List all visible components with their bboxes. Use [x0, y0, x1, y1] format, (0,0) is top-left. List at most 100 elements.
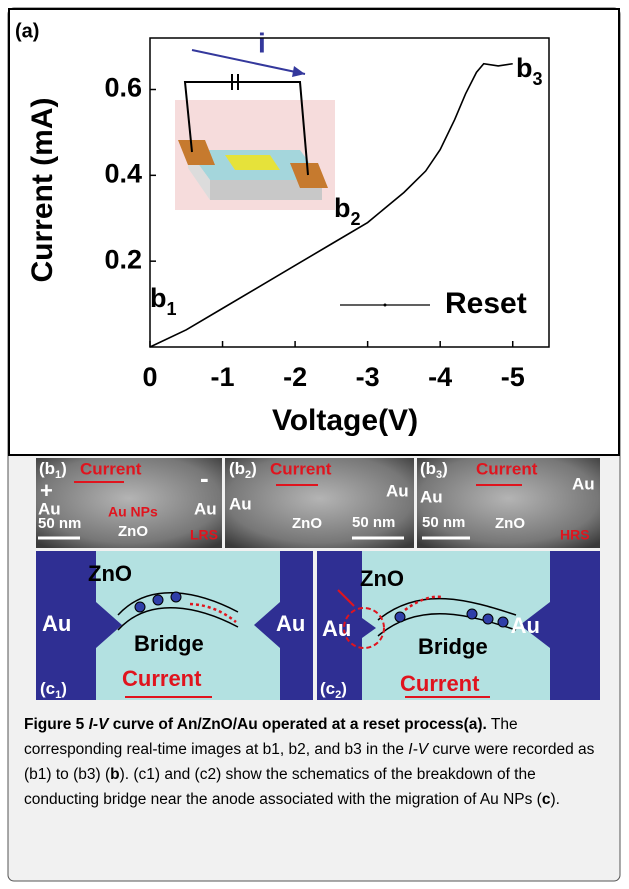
wire — [183, 81, 309, 176]
current-arrow — [191, 49, 306, 75]
schematic-text: Bridge — [418, 634, 488, 659]
tem-text: 50 nm — [422, 514, 465, 531]
tem-text: 50 nm — [352, 514, 395, 531]
plot: 0.2 0.4 0.6 0 -1 -2 -3 -4 -5 Reset — [104, 37, 550, 392]
tem-text: - — [200, 463, 209, 493]
schematic-text: Current — [400, 671, 480, 696]
tem-text: Au — [572, 474, 595, 493]
label-sub: 1 — [55, 469, 61, 481]
tem-image — [225, 458, 414, 548]
caption-text: Figure 5 — [24, 716, 89, 733]
tem-image — [36, 458, 222, 548]
tem-text: + — [40, 478, 53, 503]
arrow-head — [292, 66, 305, 77]
inset: i — [175, 27, 335, 210]
x-tick-label: -4 — [428, 362, 452, 392]
caption-text: I-V — [408, 741, 429, 758]
tem-text: Current — [80, 459, 142, 478]
label-sub: 2 — [335, 689, 341, 701]
caption-text: curve of An/ZnO/Au operated at a reset p… — [108, 716, 464, 733]
schematic-text: ZnO — [360, 566, 404, 591]
schematic-text: ZnO — [88, 561, 132, 586]
annotation-sub: 2 — [351, 209, 361, 229]
tem-text: Au — [420, 487, 443, 506]
schematic-text: Current — [122, 666, 202, 691]
series-line — [149, 62, 513, 348]
caption-text: I-V — [88, 716, 109, 733]
label: (c — [40, 679, 55, 698]
annotation-text: b — [334, 193, 351, 223]
x-tick-label: -2 — [283, 362, 307, 392]
label-tail: ) — [341, 679, 347, 698]
schematic-text: Au — [42, 611, 71, 636]
schematic: ZnO Au Au Bridge Current (c1) — [36, 551, 313, 701]
tem-panel: (b1) Current + - Au Au Au NPs ZnO 50 nm … — [36, 458, 222, 548]
np — [394, 611, 406, 623]
caption-text: The corresponding real-time images at b1… — [24, 716, 518, 758]
inset-label: i — [258, 27, 266, 58]
panel-label: (b3) — [420, 459, 448, 480]
np — [482, 613, 494, 625]
panel-label: (c2) — [320, 679, 347, 700]
migration-arrow — [189, 602, 237, 623]
electrode — [36, 551, 122, 700]
caption-text: c — [541, 791, 551, 808]
label-sub: 1 — [55, 689, 61, 701]
schematic-text: Au — [276, 611, 305, 636]
chart-panel — [8, 8, 620, 456]
annotation: b3 — [516, 53, 543, 89]
caption-text: ). — [550, 791, 560, 808]
gold-strip — [225, 155, 280, 170]
annotation: b2 — [334, 193, 361, 229]
legend-marker — [383, 303, 387, 307]
tem-panel: (b2) Current Au Au ZnO 50 nm — [225, 458, 414, 548]
tem-text: ZnO — [292, 515, 322, 532]
electrode — [178, 140, 215, 165]
highlight — [343, 607, 385, 649]
bridge-line — [117, 607, 239, 631]
y-tick-label: 0.6 — [104, 73, 142, 103]
label-sub: 3 — [436, 469, 442, 481]
legend-label: Reset — [445, 287, 527, 320]
arrow — [337, 589, 355, 607]
electrode — [290, 163, 328, 188]
electrode — [317, 551, 376, 700]
tem-text: HRS — [560, 527, 590, 543]
tem-panel: (b3) Current Au Au 50 nm ZnO HRS — [417, 458, 600, 548]
tem-text: Au — [194, 499, 217, 518]
tem-text: Au — [229, 494, 252, 513]
x-tick-label: -3 — [356, 362, 380, 392]
label-tail: ) — [251, 459, 257, 478]
label: (b — [39, 459, 55, 478]
label-tail: ) — [61, 459, 67, 478]
schematic-text: Au — [322, 616, 351, 641]
annotation-text: b — [150, 283, 167, 313]
tem-text: LRS — [190, 527, 218, 543]
np — [152, 594, 164, 606]
bridge-line — [377, 597, 517, 621]
electrode — [254, 551, 313, 700]
schematic-text: Bridge — [134, 631, 204, 656]
tem-image — [417, 458, 600, 548]
tem-text: Au NPs — [108, 504, 158, 520]
annotation-sub: 3 — [533, 69, 543, 89]
caption-text: (a). — [463, 716, 487, 733]
caption-text: b — [110, 766, 120, 783]
x-tick-label: 0 — [142, 362, 157, 392]
y-tick-label: 0.2 — [104, 244, 142, 274]
label-tail: ) — [442, 459, 448, 478]
panel-label: (a) — [15, 20, 39, 42]
label: (c — [320, 679, 335, 698]
np — [497, 616, 509, 628]
panel-label: (b1) — [39, 459, 67, 480]
np — [170, 591, 182, 603]
y-tick-label: 0.4 — [104, 158, 142, 188]
tem-text: ZnO — [495, 515, 525, 532]
x-axis-label: Voltage(V) — [272, 404, 418, 437]
plot-frame — [149, 37, 550, 348]
annotation: b1 — [150, 283, 177, 319]
label-tail: ) — [61, 679, 67, 698]
label: (b — [229, 459, 245, 478]
caption-text: ). (c1) and (c2) show the schematics of … — [24, 766, 542, 808]
